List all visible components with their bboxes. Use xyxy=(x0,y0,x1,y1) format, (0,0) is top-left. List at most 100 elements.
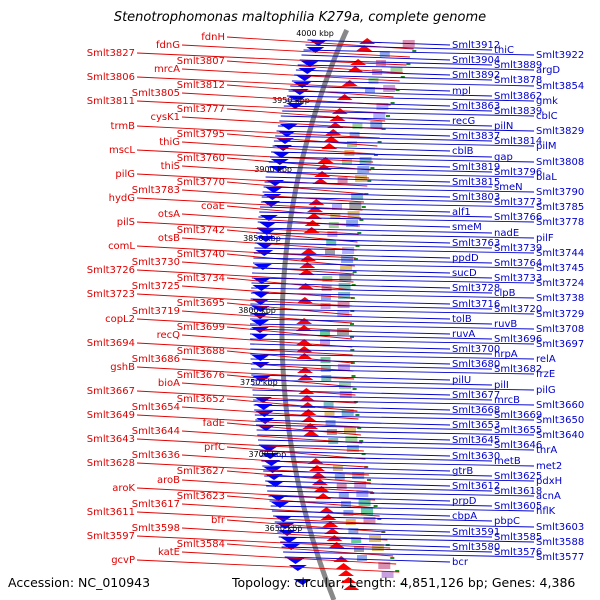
gene-label-left: Smlt3740 xyxy=(177,249,225,260)
leader-line-left xyxy=(181,68,400,82)
leader-line-right xyxy=(286,95,535,102)
tick-mark xyxy=(355,414,360,416)
gene-label-right: pilG xyxy=(536,385,556,396)
gene-label-left: mscL xyxy=(109,145,135,156)
leader-line-right xyxy=(250,292,535,299)
cog-block xyxy=(348,528,359,534)
forward-gene-arrow xyxy=(322,521,339,527)
genome-summary-text: Topology: circular; Length: 4,851,126 bp… xyxy=(231,575,575,590)
leader-line-right xyxy=(249,328,451,335)
forward-gene-arrow xyxy=(341,80,358,86)
leader-line-left xyxy=(226,519,385,533)
leader-line-right xyxy=(271,151,493,158)
leader-line-left xyxy=(136,125,380,139)
leader-line-right xyxy=(275,135,493,142)
reverse-gene-arrow xyxy=(279,124,298,130)
leader-line-left xyxy=(181,44,410,58)
leader-line-left xyxy=(136,462,369,476)
leader-line-right xyxy=(267,166,493,173)
leader-line-right xyxy=(252,262,535,269)
gene-label-left: Smlt3654 xyxy=(132,402,180,413)
cog-block xyxy=(325,420,336,426)
leader-line-right xyxy=(253,252,451,259)
gene-label-left: Smlt3667 xyxy=(87,386,135,397)
leader-line-right xyxy=(290,85,451,92)
tick-mark xyxy=(361,206,366,208)
leader-line-right xyxy=(266,171,535,178)
gene-label-right: argD xyxy=(536,65,560,76)
forward-gene-arrow xyxy=(328,542,345,548)
leader-line-right xyxy=(256,232,535,239)
leader-line-right xyxy=(258,216,535,223)
gene-label-right: ruvB xyxy=(494,319,517,330)
forward-gene-arrow xyxy=(303,430,320,436)
kbp-tick-label: 4000 kbp xyxy=(296,29,334,38)
leader-line-right xyxy=(256,227,493,234)
leader-line-left xyxy=(136,245,356,259)
reverse-gene-arrow xyxy=(256,418,275,424)
leader-line-right xyxy=(257,434,451,441)
gene-label-left: Smlt3730 xyxy=(132,257,180,268)
gene-label-left: Smlt3805 xyxy=(132,88,180,99)
gene-label-left: Smlt3628 xyxy=(87,458,135,469)
gene-label-right: Smlt3790 xyxy=(536,187,584,198)
leader-line-right xyxy=(279,120,493,127)
forward-gene-arrow xyxy=(299,262,316,268)
cog-block xyxy=(346,220,359,227)
leader-line-right xyxy=(278,536,535,543)
leader-line-right xyxy=(254,409,493,416)
cog-block xyxy=(337,364,350,371)
gene-label-right: Smlt3653 xyxy=(452,420,500,431)
leader-line-left xyxy=(136,149,374,163)
cog-block xyxy=(342,159,352,165)
tick-mark xyxy=(367,479,371,481)
forward-gene-arrow xyxy=(323,136,340,142)
gene-label-left: copL2 xyxy=(105,314,135,325)
leader-line-right xyxy=(291,80,535,87)
gene-label-left: Smlt3627 xyxy=(177,466,225,477)
reverse-gene-arrow xyxy=(278,530,297,536)
gene-label-left: fdnH xyxy=(201,32,225,43)
gene-label-left: Smlt3783 xyxy=(132,185,180,196)
gene-label-left: thiG xyxy=(159,137,180,148)
gene-label-right: Smlt3744 xyxy=(536,248,584,259)
leader-line-right xyxy=(299,59,493,66)
leader-line-left xyxy=(181,141,376,155)
leader-line-left xyxy=(181,285,353,299)
leader-line-right xyxy=(263,470,493,477)
gene-label-right: Smlt3585 xyxy=(494,532,542,543)
leader-line-right xyxy=(272,145,451,152)
tick-mark xyxy=(373,154,378,156)
gene-label-right: pilN xyxy=(494,121,513,132)
gene-label-right: Smlt3814 xyxy=(494,136,542,147)
leader-line-right xyxy=(307,39,451,46)
leader-line-left xyxy=(136,559,400,573)
leader-line-right xyxy=(288,90,493,97)
forward-gene-arrow xyxy=(359,38,376,44)
leader-line-right xyxy=(251,287,493,294)
reverse-gene-arrow xyxy=(288,565,307,571)
leader-line-left xyxy=(136,318,353,332)
reverse-gene-arrow xyxy=(293,579,312,585)
leader-line-left xyxy=(181,189,365,203)
gene-label-right: smeM xyxy=(452,222,482,233)
forward-gene-arrow xyxy=(318,507,335,513)
tick-mark xyxy=(350,297,355,299)
gene-label-left: Smlt3676 xyxy=(177,370,225,381)
gene-label-right: tolB xyxy=(452,314,472,325)
gene-label-right: Smlt3778 xyxy=(536,217,584,228)
cog-block xyxy=(351,537,362,543)
cog-block xyxy=(321,375,332,381)
leader-line-left xyxy=(136,197,363,211)
leader-line-left xyxy=(136,52,407,66)
leader-line-right xyxy=(255,424,493,431)
cog-block xyxy=(381,571,394,578)
gene-label-right: ppdD xyxy=(452,253,479,264)
leader-line-left xyxy=(181,334,353,348)
cog-block xyxy=(339,274,352,281)
leader-line-right xyxy=(297,64,535,71)
cog-block xyxy=(378,562,391,569)
gene-label-left: pilG xyxy=(115,169,135,180)
cog-block xyxy=(347,211,360,218)
